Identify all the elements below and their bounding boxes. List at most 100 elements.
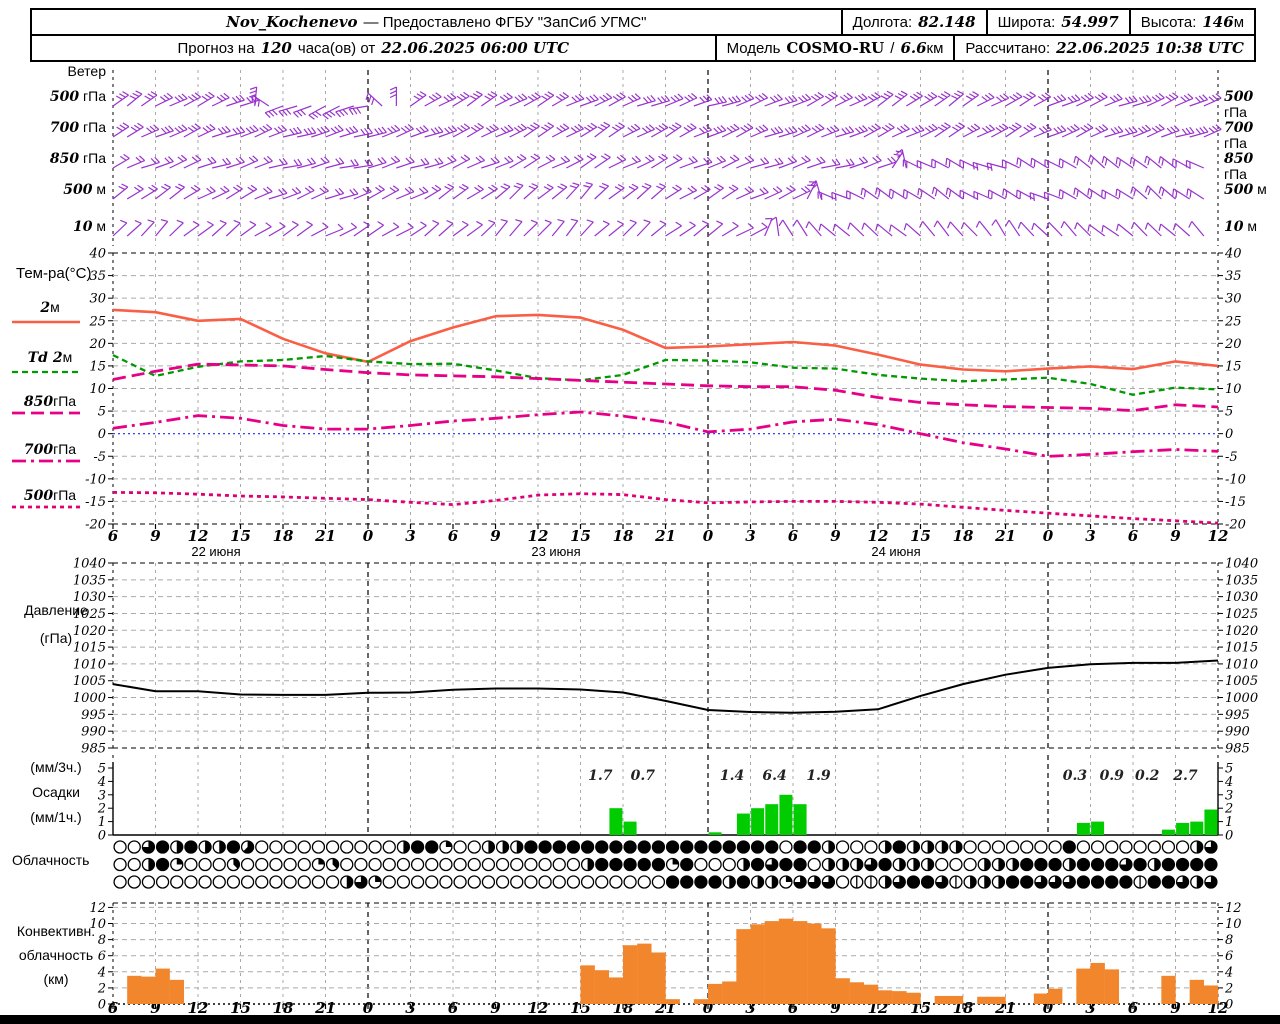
wind-barb-staff bbox=[876, 187, 893, 200]
wind-barb-staff bbox=[1173, 188, 1190, 200]
wind-barb-feather bbox=[871, 93, 878, 100]
wind-barb-staff bbox=[1132, 186, 1148, 200]
station-cell: Nov_Kochenevo — Предоставлено ФГБУ "ЗапС… bbox=[32, 10, 841, 34]
cloud-cover-symbol bbox=[595, 840, 609, 854]
cloud-cover-symbol bbox=[1076, 840, 1091, 854]
wind-barb-staff bbox=[197, 190, 216, 200]
wind-barb-feather bbox=[835, 158, 841, 165]
wind-barb-staff bbox=[566, 98, 585, 107]
precip-ytick-left: 3 bbox=[98, 788, 106, 803]
wind-barb-feather bbox=[1060, 94, 1067, 100]
wind-barb-feather bbox=[933, 220, 938, 228]
wind-barb-feather bbox=[424, 157, 430, 165]
wind-barb-feather bbox=[219, 220, 227, 224]
wind-barb-feather bbox=[716, 157, 723, 163]
wind-barb-feather bbox=[562, 91, 569, 97]
wind-barb-feather bbox=[231, 96, 238, 103]
wind-barb-feather bbox=[521, 93, 528, 99]
cloud-cover-symbol bbox=[368, 857, 382, 872]
level-value: 10 bbox=[1224, 219, 1244, 235]
wind-barb-feather bbox=[249, 90, 257, 94]
wind-barb-feather bbox=[296, 126, 302, 133]
wind-barb-staff bbox=[877, 161, 897, 169]
wind-barb-staff bbox=[722, 100, 741, 107]
wind-barb-staff bbox=[1089, 224, 1106, 237]
wind-barb-feather bbox=[1083, 125, 1090, 131]
level-unit: гПа bbox=[1224, 166, 1247, 182]
model-resolution-unit: км bbox=[926, 40, 944, 57]
wind-barb-feather bbox=[528, 185, 536, 190]
level-unit: м bbox=[1257, 181, 1267, 197]
cloud-cover-fill bbox=[828, 841, 835, 853]
wind-barb-feather bbox=[754, 96, 762, 102]
wind-barb-feather bbox=[1170, 126, 1177, 133]
wind-barb-staff bbox=[268, 192, 288, 200]
wind-barb-staff bbox=[862, 187, 879, 200]
cloud-cover-fill bbox=[955, 841, 962, 853]
wind-barb-feather bbox=[720, 155, 726, 162]
wind-barb-feather bbox=[1183, 94, 1190, 101]
wind-barb-feather bbox=[248, 156, 255, 163]
wind-barb-staff bbox=[169, 186, 185, 200]
wind-barb-feather bbox=[419, 91, 427, 96]
wind-barb-feather bbox=[460, 156, 467, 162]
wind-barb-feather bbox=[191, 94, 198, 100]
pressure-ytick-right: 990 bbox=[1225, 725, 1250, 740]
cloud-cover-symbol bbox=[297, 875, 311, 889]
conv-ytick-left: 10 bbox=[89, 917, 106, 932]
wind-barb-feather bbox=[252, 155, 259, 161]
wind-barb-feather bbox=[350, 222, 358, 228]
cloud-cover-symbol bbox=[637, 857, 651, 872]
wind-barb-staff bbox=[707, 223, 724, 237]
temp-850-line bbox=[112, 362, 1219, 413]
wind-barb-feather bbox=[1056, 95, 1063, 102]
wind-barb-feather bbox=[153, 124, 160, 130]
wind-barb-staff bbox=[126, 93, 143, 107]
wind-barb-feather bbox=[187, 95, 195, 102]
wind-barb-staff bbox=[226, 188, 243, 200]
wind-barb-feather bbox=[973, 123, 981, 129]
cloud-cover-symbol bbox=[396, 857, 411, 872]
cloud-cover-symbol bbox=[311, 875, 326, 889]
hour-label-temp-axis: 0 bbox=[1043, 527, 1054, 545]
wind-barb-staff bbox=[537, 187, 554, 200]
wind-barb-feather bbox=[168, 125, 174, 132]
wind-barb-staff bbox=[922, 220, 936, 237]
wind-barb-feather bbox=[1189, 190, 1192, 198]
wind-barb-feather bbox=[574, 125, 581, 131]
wind-barb-feather bbox=[1061, 160, 1064, 168]
legend-prefix: Td bbox=[27, 350, 53, 366]
convective-label-1: Конвективн. bbox=[16, 923, 96, 939]
wind-barb-feather bbox=[791, 94, 798, 101]
wind-barb-staff bbox=[764, 162, 784, 169]
wind-barb-feather bbox=[310, 157, 317, 164]
wind-barb-feather bbox=[517, 94, 524, 101]
wind-barb-staff bbox=[1102, 224, 1120, 237]
wind-barb-feather bbox=[520, 154, 527, 160]
wind-barb-feather bbox=[488, 186, 495, 192]
wind-barb-feather bbox=[221, 126, 228, 133]
wind-barb-staff bbox=[1017, 157, 1035, 169]
cloud-cover-symbol bbox=[382, 840, 396, 854]
wind-barb-feather bbox=[658, 124, 665, 131]
wind-barb-feather bbox=[577, 154, 584, 160]
wind-barb-staff bbox=[933, 186, 950, 200]
wind-barb-feather bbox=[975, 220, 981, 228]
wind-barb-feather bbox=[446, 94, 453, 100]
wind-barb-staff bbox=[537, 94, 555, 107]
cloud-cover-symbol bbox=[439, 875, 453, 889]
wind-barb-feather bbox=[178, 94, 185, 101]
wind-barb-staff bbox=[920, 95, 938, 107]
wind-barb-feather bbox=[1118, 190, 1121, 199]
cloud-cover-fill bbox=[794, 876, 807, 888]
wind-barb-feather bbox=[181, 93, 188, 100]
wind-barb-feather bbox=[457, 126, 464, 133]
wind-barb-feather bbox=[1145, 124, 1152, 131]
cloud-cover-symbol bbox=[793, 857, 807, 872]
wind-barb-feather bbox=[1056, 126, 1063, 133]
wind-barb-staff bbox=[665, 98, 684, 107]
wind-barb-feather bbox=[1198, 95, 1205, 102]
temp-ytick-right: 0 bbox=[1225, 427, 1233, 442]
wind-barb-feather bbox=[890, 156, 897, 163]
wind-barb-feather bbox=[150, 91, 158, 96]
